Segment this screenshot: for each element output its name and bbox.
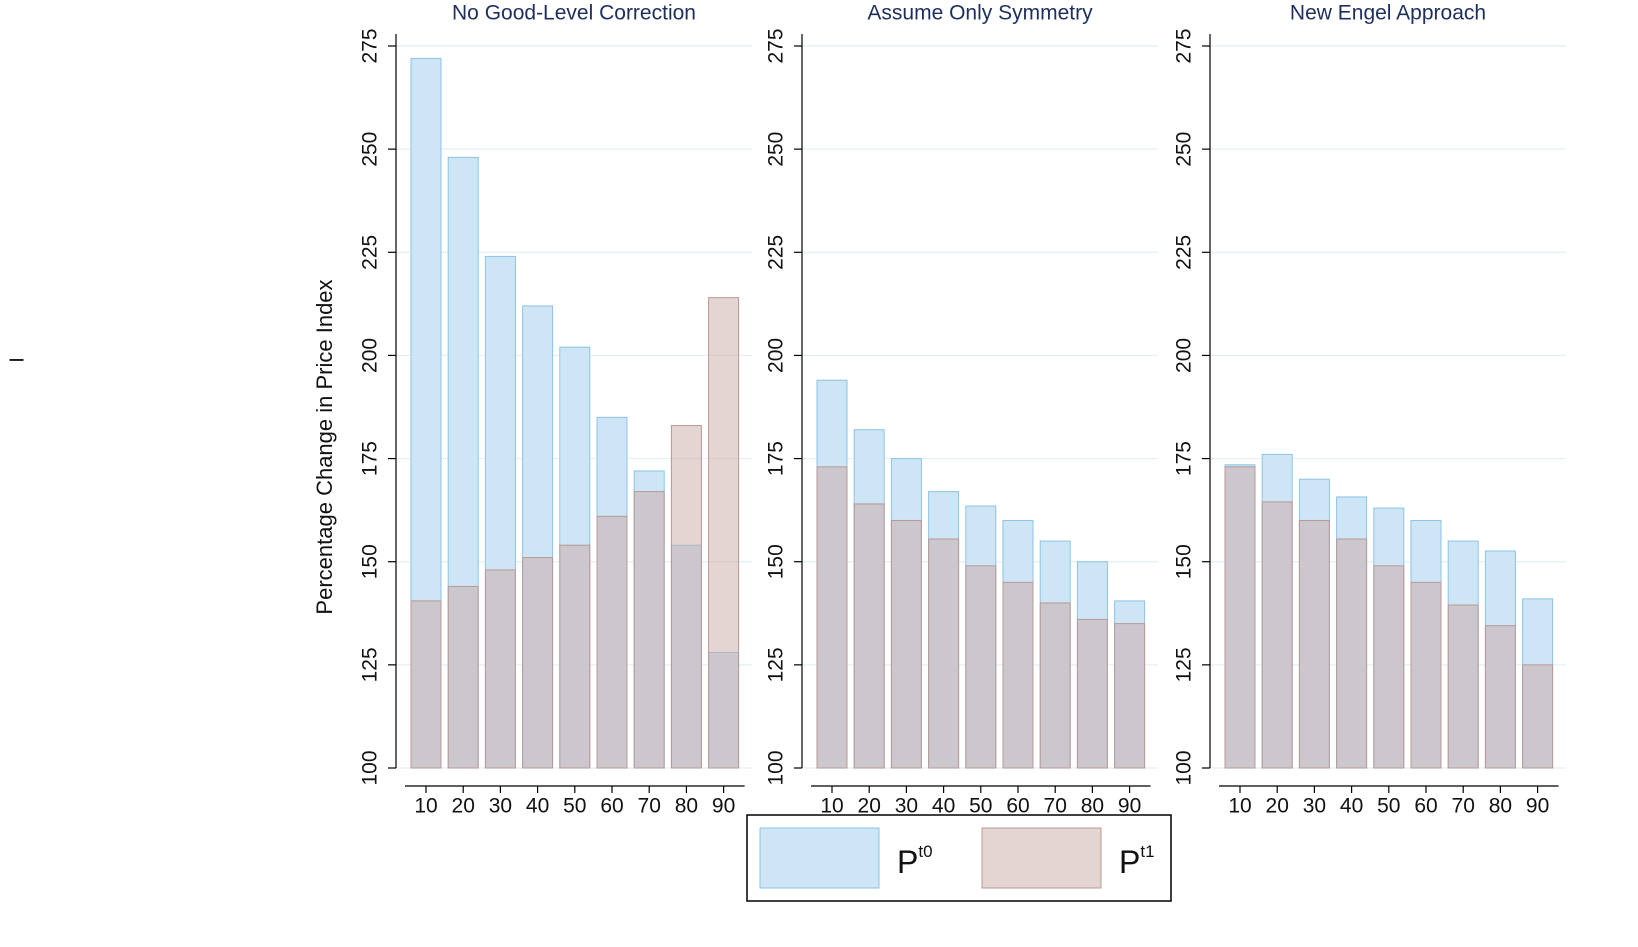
x-tick-label: 90 bbox=[712, 795, 735, 818]
x-tick-label: 80 bbox=[1081, 795, 1104, 818]
bar bbox=[596, 515, 628, 769]
y-tick-label: 175 bbox=[359, 441, 382, 476]
bar bbox=[890, 519, 922, 769]
legend-swatch bbox=[981, 827, 1102, 889]
y-tick-label: 100 bbox=[359, 750, 382, 785]
bar bbox=[447, 585, 479, 769]
x-tick-label: 50 bbox=[563, 795, 586, 818]
legend-name: P bbox=[1119, 844, 1140, 880]
legend-name: P bbox=[897, 844, 918, 880]
x-tick-label: 60 bbox=[1006, 795, 1029, 818]
x-tick-label: 40 bbox=[932, 795, 955, 818]
x-tick-label: 60 bbox=[600, 795, 623, 818]
x-tick-label: 40 bbox=[1340, 795, 1363, 818]
y-tick-label: 125 bbox=[359, 647, 382, 682]
bar bbox=[1447, 604, 1479, 769]
bar bbox=[1002, 581, 1034, 769]
y-tick-label: 100 bbox=[1173, 750, 1196, 785]
bar bbox=[1114, 623, 1146, 769]
bar bbox=[1522, 664, 1554, 769]
bar bbox=[559, 544, 591, 769]
y-tick-label: 275 bbox=[1173, 28, 1196, 63]
y-tick-label: 100 bbox=[765, 750, 788, 785]
y-tick-label: 200 bbox=[1173, 338, 1196, 373]
legend-superscript: t1 bbox=[1140, 842, 1154, 861]
bar bbox=[928, 538, 960, 769]
x-tick-label: 20 bbox=[858, 795, 881, 818]
legend-label: Pt1 bbox=[1119, 842, 1155, 880]
y-tick-label: 275 bbox=[359, 28, 382, 63]
panel-title: Assume Only Symmetry bbox=[867, 2, 1093, 25]
x-tick-label: 90 bbox=[1526, 795, 1549, 818]
bar bbox=[1224, 466, 1256, 769]
bar bbox=[1039, 602, 1071, 769]
panel-title: No Good-Level Correction bbox=[452, 2, 696, 25]
y-tick-label: 150 bbox=[359, 544, 382, 579]
x-tick-label: 40 bbox=[526, 795, 549, 818]
bar bbox=[1373, 565, 1405, 769]
y-tick-label: 125 bbox=[765, 647, 788, 682]
y-axis-title: Percentage Change in Price Index bbox=[312, 279, 337, 614]
x-tick-label: 20 bbox=[452, 795, 475, 818]
y-tick-label: 150 bbox=[1173, 544, 1196, 579]
bar bbox=[484, 569, 516, 769]
bar bbox=[522, 557, 554, 769]
y-tick-label: 200 bbox=[359, 338, 382, 373]
y-tick-label: 175 bbox=[1173, 441, 1196, 476]
bar bbox=[1336, 538, 1368, 769]
x-tick-label: 50 bbox=[969, 795, 992, 818]
bar bbox=[1410, 581, 1442, 769]
x-tick-label: 80 bbox=[1489, 795, 1512, 818]
y-tick-label: 275 bbox=[765, 28, 788, 63]
y-tick-label: 225 bbox=[1173, 235, 1196, 270]
legend-label: Pt0 bbox=[897, 842, 933, 880]
bar bbox=[633, 491, 665, 769]
x-tick-label: 30 bbox=[895, 795, 918, 818]
bar bbox=[853, 503, 885, 769]
panel-title: New Engel Approach bbox=[1290, 2, 1486, 25]
x-tick-label: 20 bbox=[1266, 795, 1289, 818]
bar bbox=[708, 297, 740, 769]
y-tick-label: 125 bbox=[1173, 647, 1196, 682]
bar bbox=[410, 600, 442, 769]
x-tick-label: 30 bbox=[1303, 795, 1326, 818]
x-tick-label: 10 bbox=[414, 795, 437, 818]
x-tick-label: 70 bbox=[1452, 795, 1475, 818]
bar bbox=[1484, 625, 1516, 769]
y-tick-label: 150 bbox=[765, 544, 788, 579]
bar bbox=[1261, 501, 1293, 769]
bar bbox=[1076, 618, 1108, 769]
bar bbox=[965, 565, 997, 769]
x-tick-label: 90 bbox=[1118, 795, 1141, 818]
bar bbox=[816, 466, 848, 769]
y-tick-label: 200 bbox=[765, 338, 788, 373]
y-tick-label: 250 bbox=[1173, 132, 1196, 167]
x-tick-label: 70 bbox=[638, 795, 661, 818]
x-tick-label: 10 bbox=[1228, 795, 1251, 818]
bar bbox=[670, 425, 702, 769]
x-tick-label: 10 bbox=[820, 795, 843, 818]
bar bbox=[1298, 519, 1330, 769]
x-tick-label: 30 bbox=[489, 795, 512, 818]
legend-superscript: t0 bbox=[918, 842, 932, 861]
y-tick-label: 250 bbox=[765, 132, 788, 167]
side-mark: I bbox=[6, 357, 28, 363]
y-tick-label: 250 bbox=[359, 132, 382, 167]
x-tick-label: 80 bbox=[675, 795, 698, 818]
legend-swatch bbox=[759, 827, 880, 889]
x-tick-label: 70 bbox=[1044, 795, 1067, 818]
x-tick-label: 60 bbox=[1414, 795, 1437, 818]
y-tick-label: 225 bbox=[359, 235, 382, 270]
y-tick-label: 175 bbox=[765, 441, 788, 476]
y-tick-label: 225 bbox=[765, 235, 788, 270]
x-tick-label: 50 bbox=[1377, 795, 1400, 818]
